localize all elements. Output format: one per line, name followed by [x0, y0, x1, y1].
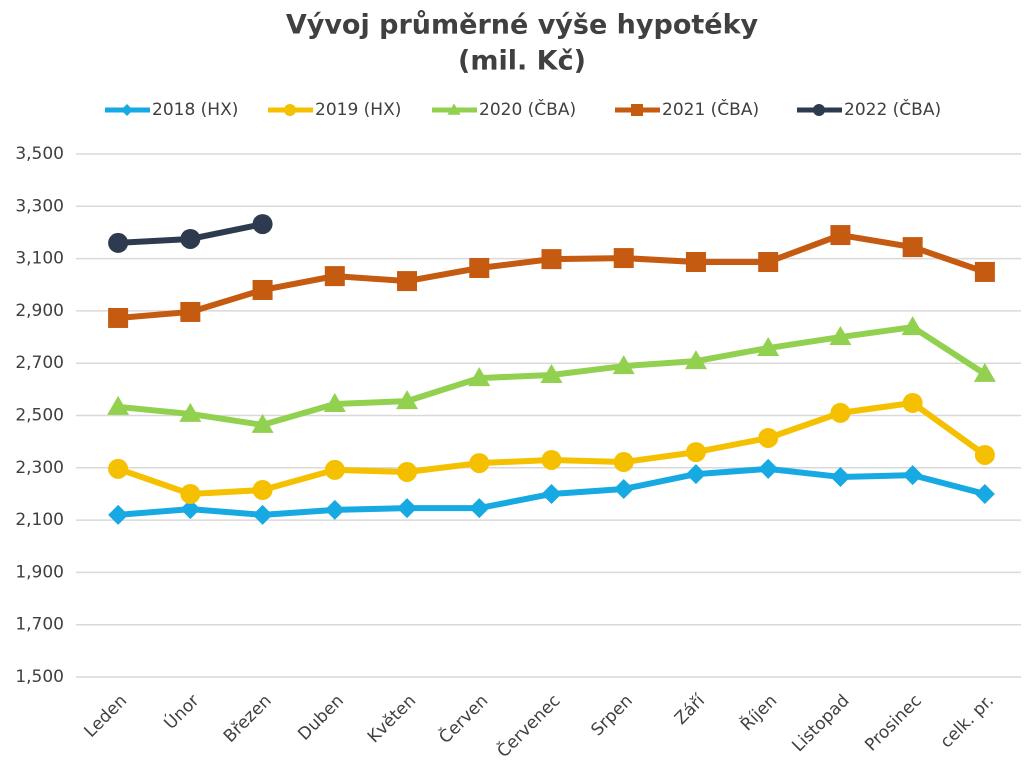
x-tick-label: Listopad	[788, 691, 853, 756]
marker	[324, 499, 345, 520]
legend-marker	[631, 104, 643, 116]
marker	[685, 251, 706, 272]
series-line	[117, 399, 987, 497]
marker	[758, 458, 779, 479]
marker	[180, 499, 201, 520]
marker	[107, 395, 130, 415]
x-tick-label: Srpen	[587, 691, 636, 740]
legend-label: 2021 (ČBA)	[662, 98, 759, 120]
y-tick-label: 1,500	[15, 667, 64, 687]
marker	[541, 249, 562, 270]
y-tick-label: 2,500	[15, 406, 64, 426]
marker	[468, 367, 491, 387]
x-tick-label: Leden	[81, 691, 132, 742]
x-tick-label: Říjen	[736, 690, 782, 736]
marker	[397, 271, 418, 292]
marker	[613, 452, 634, 473]
y-tick-label: 1,900	[15, 562, 64, 582]
marker	[613, 478, 634, 499]
marker	[902, 465, 923, 486]
x-tick-label: Červen	[434, 690, 492, 748]
marker	[469, 258, 490, 279]
legend-label: 2020 (ČBA)	[479, 98, 576, 120]
series-line	[117, 232, 986, 321]
marker	[829, 326, 852, 346]
y-tick-label: 2,100	[15, 510, 64, 530]
x-tick-label: Červenec	[492, 690, 564, 762]
legend-label: 2019 (HX)	[315, 100, 401, 120]
legend-marker	[284, 104, 296, 116]
legend-label: 2018 (HX)	[152, 100, 238, 120]
legend-label: 2022 (ČBA)	[844, 98, 941, 120]
marker	[758, 427, 779, 448]
chart-title: (mil. Kč)	[458, 46, 586, 77]
marker	[612, 355, 635, 375]
marker	[324, 459, 345, 480]
marker	[540, 363, 563, 383]
x-tick-label: Duben	[294, 691, 348, 745]
marker	[252, 480, 273, 501]
x-tick-label: Prosinec	[861, 691, 925, 755]
legend-marker	[813, 104, 825, 116]
chart-title: Vývoj průměrné výše hypotéky	[286, 10, 759, 41]
marker	[108, 458, 129, 479]
marker	[973, 362, 996, 382]
marker	[251, 413, 274, 433]
marker	[685, 464, 706, 485]
marker	[252, 214, 273, 235]
y-tick-label: 2,300	[15, 458, 64, 478]
marker	[901, 316, 924, 336]
y-tick-label: 3,500	[15, 144, 64, 164]
marker	[902, 392, 923, 413]
marker	[757, 337, 780, 357]
marker	[108, 504, 129, 525]
x-tick-label: Květen	[364, 691, 420, 747]
y-tick-label: 3,100	[15, 249, 64, 269]
marker	[180, 228, 201, 249]
marker	[469, 498, 490, 519]
marker	[108, 307, 129, 328]
marker	[180, 301, 201, 322]
marker	[323, 392, 346, 412]
marker	[108, 232, 129, 253]
marker	[252, 279, 273, 300]
marker	[541, 483, 562, 504]
marker	[613, 248, 634, 269]
y-tick-label: 2,900	[15, 301, 64, 321]
y-tick-label: 1,700	[15, 615, 64, 635]
legend-marker	[447, 103, 461, 115]
marker	[179, 402, 202, 422]
y-tick-label: 2,700	[15, 353, 64, 373]
marker	[684, 350, 707, 370]
x-tick-label: Březen	[220, 691, 276, 747]
marker	[902, 237, 923, 258]
x-tick-label: celk. pr.	[937, 691, 998, 752]
marker	[324, 266, 345, 287]
legend-marker	[121, 104, 133, 116]
marker	[469, 453, 490, 474]
marker	[974, 444, 995, 465]
marker	[974, 261, 995, 282]
marker	[541, 449, 562, 470]
marker	[758, 251, 779, 272]
y-tick-label: 3,300	[15, 196, 64, 216]
marker	[252, 504, 273, 525]
marker	[974, 483, 995, 504]
x-tick-label: Únor	[159, 690, 203, 734]
marker	[180, 483, 201, 504]
marker	[830, 402, 851, 423]
x-tick-label: Září	[671, 690, 710, 729]
marker	[397, 461, 418, 482]
marker	[397, 498, 418, 519]
marker	[830, 225, 851, 246]
marker	[830, 466, 851, 487]
marker	[685, 442, 706, 463]
marker	[396, 390, 419, 410]
